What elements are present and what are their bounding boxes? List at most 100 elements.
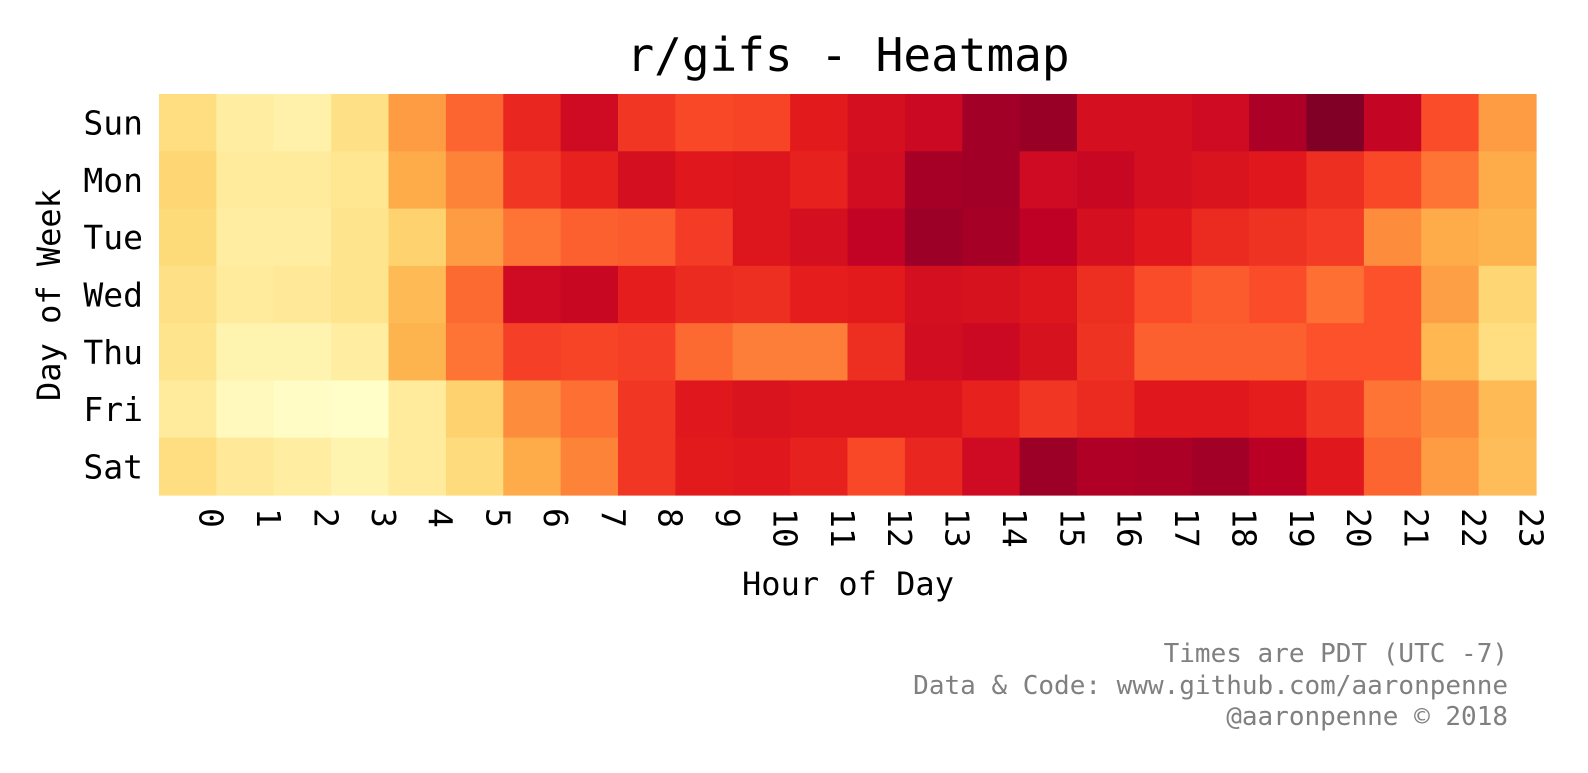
heatmap-cell-sat-7 [560,437,619,496]
x-tick-3: 3 [364,508,403,528]
heatmap-cell-tue-13 [904,208,963,267]
heatmap-cell-mon-1 [216,151,275,210]
heatmap-cell-thu-11 [790,323,849,382]
x-tick-14: 14 [995,508,1034,548]
heatmap-cell-wed-3 [331,265,390,324]
heatmap-cell-sun-21 [1363,94,1422,152]
heatmap-cell-mon-11 [790,151,849,210]
heatmap-cell-mon-21 [1363,151,1422,210]
y-tick-sun: Sun [83,104,143,143]
heatmap-cell-sun-15 [1019,94,1078,152]
y-tick-fri: Fri [83,390,143,429]
heatmap-cell-fri-16 [1077,380,1135,439]
heatmap-cell-mon-9 [675,151,734,210]
heatmap-cell-fri-22 [1421,380,1480,439]
heatmap-cell-sat-14 [962,437,1021,496]
heatmap-cell-tue-20 [1306,208,1365,267]
heatmap-cell-wed-16 [1077,265,1135,324]
heatmap-cell-wed-14 [962,265,1021,324]
y-tick-wed: Wed [83,276,143,315]
heatmap-cell-wed-0 [159,265,217,324]
heatmap-cell-mon-2 [273,151,332,210]
heatmap-cell-sun-22 [1421,94,1480,152]
heatmap-cell-sat-1 [216,437,275,496]
heatmap-cell-mon-7 [560,151,619,210]
heatmap-cell-sat-11 [790,437,849,496]
heatmap-cell-sun-13 [904,94,963,152]
heatmap-cell-fri-1 [216,380,275,439]
heatmap-cell-thu-8 [618,323,676,382]
heatmap-cell-thu-13 [904,323,963,382]
heatmap-cell-tue-10 [732,208,791,267]
heatmap-cell-tue-4 [388,208,447,267]
heatmap-cell-thu-10 [732,323,791,382]
x-tick-20: 20 [1339,508,1378,548]
heatmap-cell-fri-21 [1363,380,1422,439]
heatmap-cell-fri-3 [331,380,390,439]
heatmap-cell-sat-5 [445,437,504,496]
heatmap-cell-fri-7 [560,380,619,439]
heatmap-cell-fri-6 [503,380,562,439]
heatmap-cell-tue-21 [1363,208,1422,267]
heatmap-cell-tue-22 [1421,208,1480,267]
x-tick-16: 16 [1110,508,1149,548]
heatmap-cell-fri-11 [790,380,849,439]
x-tick-19: 19 [1282,508,1321,548]
credits-block: Times are PDT (UTC -7) Data & Code: www.… [913,639,1508,732]
heatmap-cell-fri-5 [445,380,504,439]
heatmap-cell-thu-3 [331,323,390,382]
heatmap-cell-mon-14 [962,151,1021,210]
heatmap-cell-sun-11 [790,94,849,152]
heatmap-cell-fri-10 [732,380,791,439]
heatmap-cell-thu-12 [847,323,906,382]
heatmap-cell-sun-1 [216,94,275,152]
heatmap-cell-sun-5 [445,94,504,152]
heatmap-cell-sat-6 [503,437,562,496]
heatmap-cell-tue-15 [1019,208,1078,267]
heatmap-cell-thu-16 [1077,323,1135,382]
heatmap-cell-tue-9 [675,208,734,267]
heatmap-cell-wed-17 [1134,265,1193,324]
x-tick-7: 7 [593,508,632,528]
heatmap-cell-mon-17 [1134,151,1193,210]
heatmap-cell-thu-9 [675,323,734,382]
heatmap-cell-sat-21 [1363,437,1422,496]
x-tick-2: 2 [306,508,345,528]
heatmap-cell-tue-17 [1134,208,1193,267]
heatmap-cell-thu-21 [1363,323,1422,382]
heatmap-cell-fri-20 [1306,380,1365,439]
heatmap-cell-thu-19 [1249,323,1308,382]
x-tick-21: 21 [1397,508,1436,548]
heatmap-cell-fri-17 [1134,380,1193,439]
heatmap-cell-sat-8 [618,437,676,496]
heatmap-cell-tue-12 [847,208,906,267]
heatmap-cells [159,94,1537,496]
x-tick-23: 23 [1511,508,1550,548]
heatmap-cell-sun-6 [503,94,562,152]
x-tick-22: 22 [1454,508,1493,548]
heatmap-cell-thu-2 [273,323,332,382]
heatmap-cell-sat-23 [1478,437,1537,496]
x-axis-label: Hour of Day [742,565,954,603]
heatmap-cell-sat-2 [273,437,332,496]
heatmap-cell-sat-3 [331,437,390,496]
x-tick-10: 10 [765,508,804,548]
heatmap-cell-tue-0 [159,208,217,267]
heatmap-cell-sat-9 [675,437,734,496]
heatmap-cell-wed-15 [1019,265,1078,324]
heatmap-cell-fri-18 [1191,380,1250,439]
heatmap-cell-mon-8 [618,151,676,210]
heatmap-cell-sun-0 [159,94,217,152]
heatmap-cell-mon-10 [732,151,791,210]
heatmap-cell-tue-16 [1077,208,1135,267]
heatmap-cell-wed-2 [273,265,332,324]
heatmap-cell-thu-6 [503,323,562,382]
heatmap-cell-sat-10 [732,437,791,496]
heatmap-cell-fri-9 [675,380,734,439]
heatmap-cell-sun-17 [1134,94,1193,152]
x-tick-9: 9 [708,508,747,528]
credit-timezone: Times are PDT (UTC -7) [1164,639,1508,669]
heatmap-cell-fri-23 [1478,380,1537,439]
heatmap-cell-wed-12 [847,265,906,324]
